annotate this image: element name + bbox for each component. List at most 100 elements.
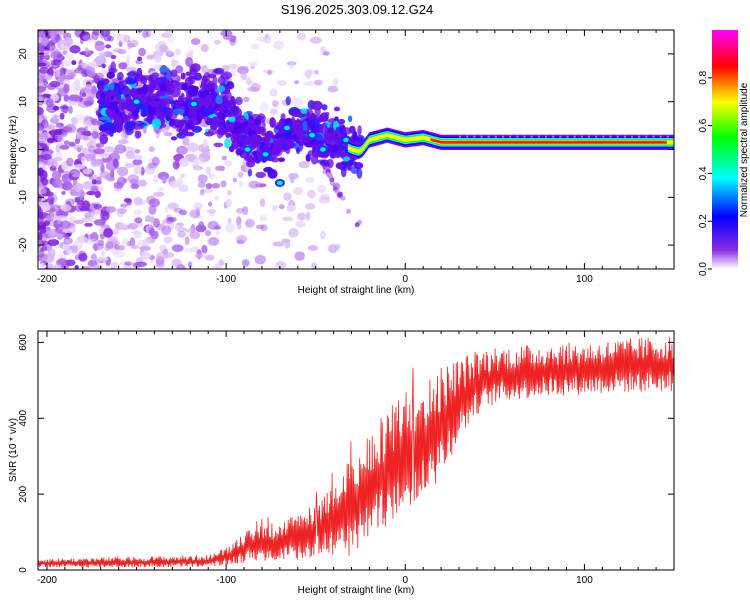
noise-blob <box>46 191 54 197</box>
noise-blob <box>158 187 165 192</box>
cluster-blob <box>233 124 245 134</box>
noise-blob <box>113 227 119 236</box>
noise-blob <box>318 196 331 204</box>
noise-blob <box>107 176 115 182</box>
cluster-blob <box>217 126 227 136</box>
noise-blob <box>76 200 85 206</box>
noise-blob <box>46 214 52 222</box>
noise-blob <box>55 258 68 266</box>
cluster-blob <box>310 117 320 126</box>
noise-blob <box>272 204 278 212</box>
noise-blob <box>175 65 184 74</box>
noise-blob <box>144 215 152 223</box>
noise-blob <box>284 239 291 249</box>
noise-blob <box>49 205 55 212</box>
noise-blob <box>98 52 107 57</box>
cluster-blob <box>136 56 143 61</box>
noise-blob <box>46 263 54 269</box>
noise-blob <box>140 166 145 176</box>
noise-blob <box>84 47 90 56</box>
noise-blob <box>276 79 287 87</box>
noise-blob <box>133 196 143 206</box>
noise-blob <box>73 219 85 225</box>
cluster-blob <box>271 156 280 163</box>
noise-blob <box>148 198 161 208</box>
noise-blob <box>61 190 66 196</box>
band-dot <box>609 135 612 138</box>
cluster-blob <box>256 126 267 135</box>
noise-blob <box>57 62 64 67</box>
noise-blob <box>270 108 278 116</box>
noise-blob <box>273 40 285 50</box>
noise-blob <box>197 181 206 188</box>
cluster-blob <box>127 95 132 102</box>
noise-blob <box>62 244 70 250</box>
cluster-blob <box>147 111 153 123</box>
colorbar-label: Normalized spectral amplitude <box>739 82 750 217</box>
cluster-blob <box>126 71 138 77</box>
noise-blob <box>174 224 180 230</box>
hotspot-inner <box>284 125 291 131</box>
cluster-blob <box>99 92 106 99</box>
noise-blob <box>38 234 43 241</box>
noise-blob <box>40 153 52 160</box>
tail-blob <box>340 195 346 201</box>
cluster-blob <box>164 79 171 87</box>
noise-blob <box>91 178 97 185</box>
noise-blob <box>38 193 42 203</box>
noise-blob <box>319 231 326 240</box>
noise-blob <box>96 176 102 185</box>
cluster-blob <box>212 90 217 102</box>
noise-blob <box>228 63 238 69</box>
noise-blob <box>55 210 60 217</box>
noise-blob <box>245 218 255 228</box>
noise-blob <box>137 30 142 33</box>
noise-blob <box>327 85 339 93</box>
cluster-blob <box>203 111 209 117</box>
noise-blob <box>163 132 173 137</box>
noise-blob <box>93 174 98 180</box>
tail-blob <box>334 188 340 194</box>
hotspot-inner <box>262 152 269 157</box>
noise-blob <box>66 52 74 61</box>
noise-blob <box>73 85 83 91</box>
band-dot <box>573 135 576 138</box>
cluster-blob <box>204 116 210 123</box>
noise-blob <box>134 217 143 224</box>
snr-ytick-label: 400 <box>18 409 29 426</box>
cluster-blob <box>151 118 162 129</box>
noise-blob <box>74 264 79 269</box>
cluster-blob <box>99 116 111 121</box>
noise-blob <box>105 44 112 49</box>
noise-blob <box>57 184 63 189</box>
noise-blob <box>192 165 204 171</box>
noise-blob <box>189 231 201 240</box>
spectrogram-xlabel: Height of straight line (km) <box>298 285 415 296</box>
hotspot-inner <box>276 180 283 186</box>
cluster-blob <box>113 116 122 125</box>
noise-blob <box>59 67 67 77</box>
noise-blob <box>256 36 268 42</box>
noise-blob <box>56 227 64 238</box>
noise-blob <box>205 183 213 190</box>
tail-blob <box>327 173 333 179</box>
noise-blob <box>127 222 138 230</box>
noise-blob <box>74 67 86 74</box>
spectrogram-marks <box>38 30 674 269</box>
colorbar-ticks: 0.0 0.2 0.4 0.6 0.8 <box>698 70 712 276</box>
noise-blob <box>59 144 70 150</box>
cluster-blob <box>273 132 283 140</box>
cluster-blob <box>166 84 171 95</box>
cluster-blob <box>259 145 268 151</box>
noise-blob <box>161 219 167 226</box>
noise-blob <box>289 61 294 70</box>
noise-blob <box>236 216 242 226</box>
noise-blob <box>172 160 180 170</box>
cluster-blob <box>166 70 171 80</box>
noise-blob <box>180 173 186 179</box>
noise-blob <box>61 59 72 67</box>
noise-blob <box>94 190 101 199</box>
noise-blob <box>256 224 265 230</box>
snr-series-line <box>38 337 674 568</box>
noise-blob <box>38 30 43 38</box>
